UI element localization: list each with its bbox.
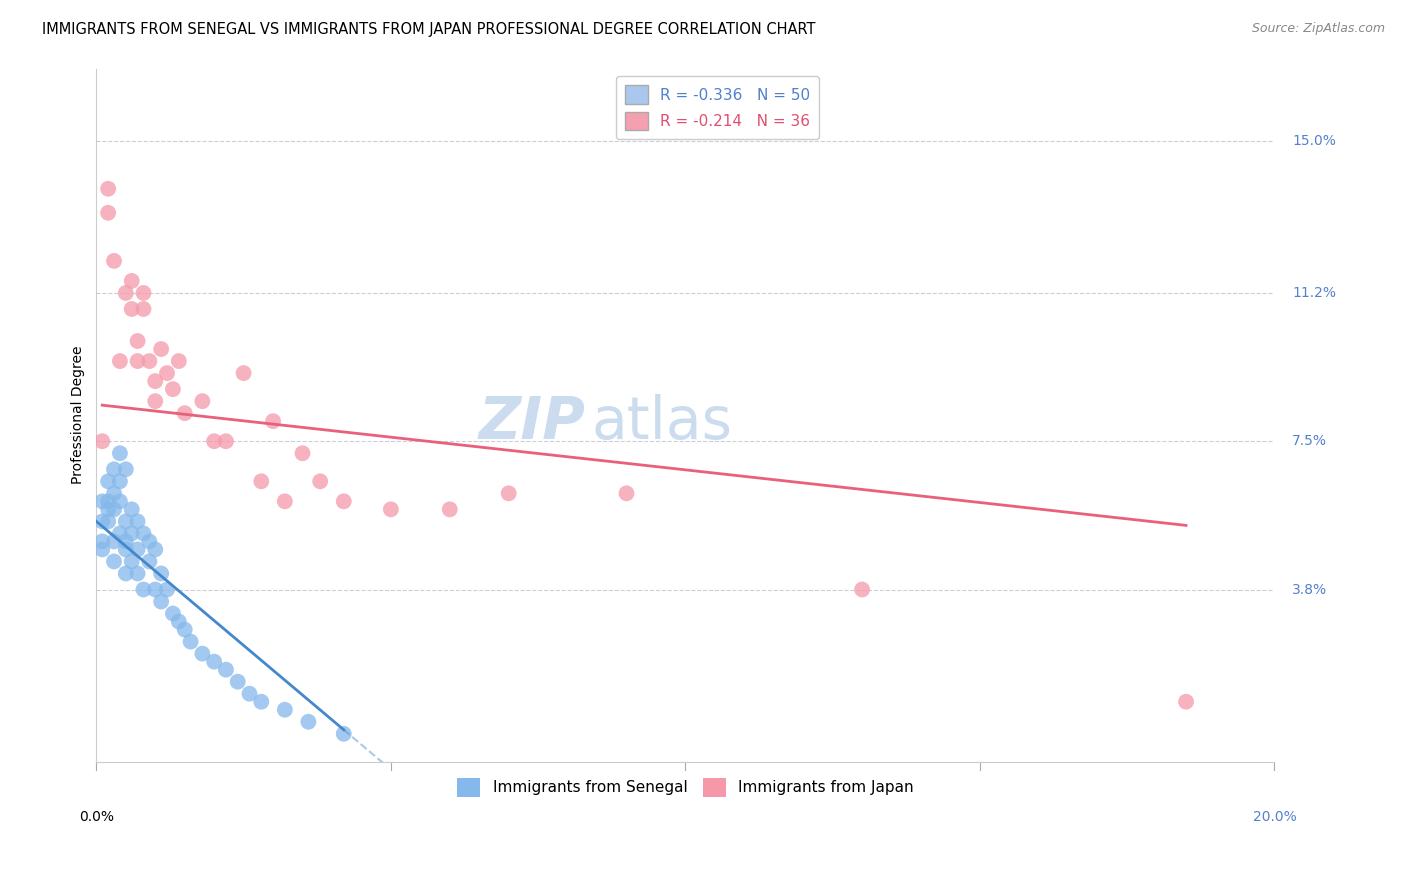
Point <box>91 494 114 508</box>
Point <box>114 462 136 476</box>
Point <box>103 554 125 568</box>
Point <box>108 446 131 460</box>
Point <box>173 406 195 420</box>
Point <box>238 687 260 701</box>
Point <box>226 674 249 689</box>
Point <box>138 554 160 568</box>
Point <box>143 582 166 597</box>
Point <box>191 394 214 409</box>
Point <box>616 486 638 500</box>
Point <box>132 301 155 316</box>
Point <box>156 366 179 380</box>
Point <box>108 475 131 489</box>
Point <box>215 434 238 449</box>
Point <box>97 515 120 529</box>
Point <box>150 342 173 356</box>
Point <box>332 494 354 508</box>
Point <box>97 475 120 489</box>
Point <box>91 434 114 449</box>
Point <box>143 374 166 388</box>
Point <box>103 534 125 549</box>
Text: IMMIGRANTS FROM SENEGAL VS IMMIGRANTS FROM JAPAN PROFESSIONAL DEGREE CORRELATION: IMMIGRANTS FROM SENEGAL VS IMMIGRANTS FR… <box>42 22 815 37</box>
Point <box>91 515 114 529</box>
Point <box>132 285 155 300</box>
Text: 3.8%: 3.8% <box>1292 582 1327 597</box>
Point <box>150 594 173 608</box>
Point <box>97 502 120 516</box>
Point <box>127 515 149 529</box>
Legend: Immigrants from Senegal, Immigrants from Japan: Immigrants from Senegal, Immigrants from… <box>451 772 920 803</box>
Point <box>91 542 114 557</box>
Point <box>114 566 136 581</box>
Point <box>380 502 402 516</box>
Point <box>121 274 143 288</box>
Point <box>121 526 143 541</box>
Point <box>97 494 120 508</box>
Text: 0.0%: 0.0% <box>79 810 114 824</box>
Point <box>132 526 155 541</box>
Point <box>332 727 354 741</box>
Text: atlas: atlas <box>591 393 733 450</box>
Point <box>121 554 143 568</box>
Text: 7.5%: 7.5% <box>1292 434 1327 448</box>
Point <box>143 542 166 557</box>
Point <box>173 623 195 637</box>
Point <box>439 502 461 516</box>
Point <box>1175 695 1198 709</box>
Point <box>114 542 136 557</box>
Point <box>138 354 160 368</box>
Point <box>108 494 131 508</box>
Point <box>232 366 254 380</box>
Point <box>150 566 173 581</box>
Point <box>202 434 225 449</box>
Text: ZIP: ZIP <box>478 393 585 450</box>
Point <box>114 515 136 529</box>
Point <box>250 695 273 709</box>
Point <box>121 502 143 516</box>
Text: 15.0%: 15.0% <box>1292 134 1336 148</box>
Point <box>103 462 125 476</box>
Point <box>132 582 155 597</box>
Point <box>97 182 120 196</box>
Point <box>91 534 114 549</box>
Point <box>114 285 136 300</box>
Point <box>851 582 873 597</box>
Point <box>103 486 125 500</box>
Point <box>215 663 238 677</box>
Point <box>127 354 149 368</box>
Point <box>262 414 284 428</box>
Point <box>250 475 273 489</box>
Point <box>97 206 120 220</box>
Point <box>191 647 214 661</box>
Point <box>274 703 297 717</box>
Text: 11.2%: 11.2% <box>1292 286 1336 300</box>
Point <box>274 494 297 508</box>
Point <box>143 394 166 409</box>
Point <box>309 475 332 489</box>
Point <box>180 634 202 648</box>
Point <box>162 607 184 621</box>
Point <box>498 486 520 500</box>
Point <box>127 566 149 581</box>
Point <box>114 534 136 549</box>
Point <box>162 382 184 396</box>
Point <box>167 354 190 368</box>
Point <box>108 526 131 541</box>
Point <box>127 542 149 557</box>
Y-axis label: Professional Degree: Professional Degree <box>72 346 86 484</box>
Point <box>103 253 125 268</box>
Point <box>291 446 314 460</box>
Point <box>121 301 143 316</box>
Point <box>156 582 179 597</box>
Point <box>108 354 131 368</box>
Point <box>103 502 125 516</box>
Point <box>127 334 149 348</box>
Point <box>202 655 225 669</box>
Point <box>138 534 160 549</box>
Point <box>297 714 319 729</box>
Text: Source: ZipAtlas.com: Source: ZipAtlas.com <box>1251 22 1385 36</box>
Text: 20.0%: 20.0% <box>1253 810 1296 824</box>
Point <box>167 615 190 629</box>
